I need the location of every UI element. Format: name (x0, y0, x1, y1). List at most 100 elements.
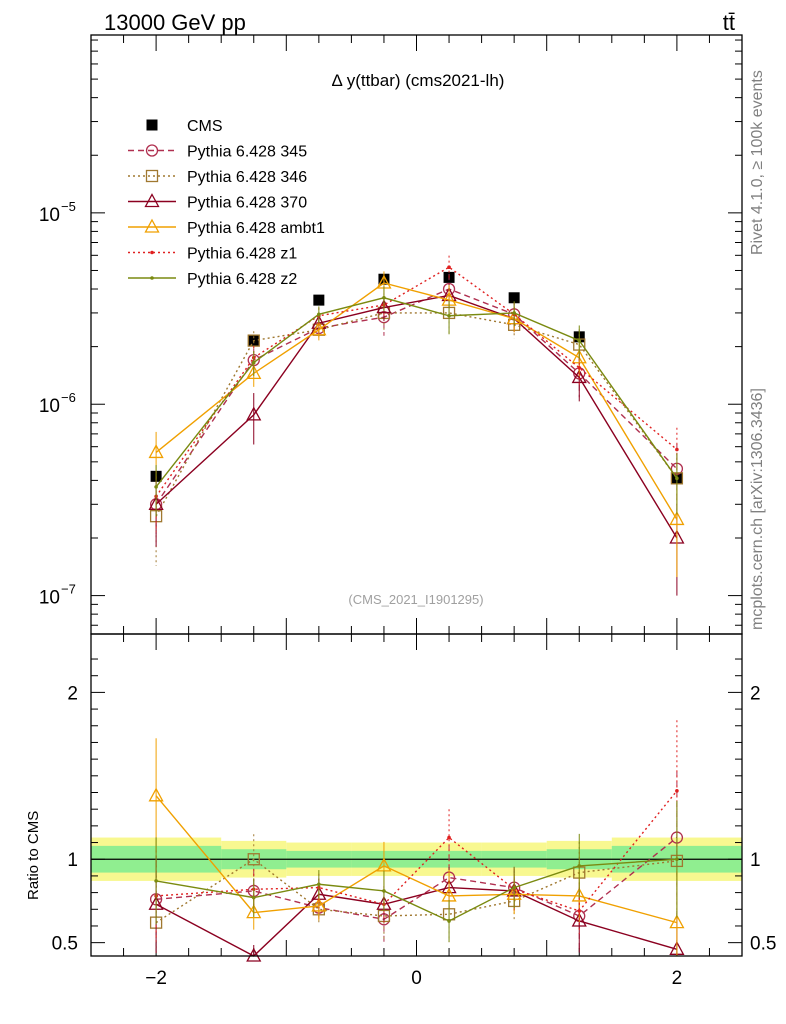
ratio-data-point (675, 789, 679, 793)
rivet-version-label: Rivet 4.1.0, ≥ 100k events (749, 70, 766, 255)
legend-label: Pythia 6.428 ambt1 (187, 220, 325, 237)
main-data-point (311, 321, 327, 336)
ratio-data-point (577, 909, 582, 913)
ratio-y-tick-label-left: 2 (67, 683, 78, 704)
ratio-y-tick-label-right: 0.5 (750, 934, 776, 955)
ratio-series-line (156, 790, 678, 912)
legend-entry: CMS (146, 118, 223, 135)
x-tick-label: −2 (145, 968, 167, 989)
legend-marker (144, 193, 160, 208)
main-plot-panel: 10−510−610−7 Δ y(ttbar) (cms2021-lh) (CM… (39, 34, 743, 635)
ratio-data-point (317, 882, 321, 887)
main-series-2 (149, 296, 684, 566)
main-data-point (376, 299, 392, 314)
legend-entry: Pythia 6.428 346 (128, 169, 307, 186)
main-data-point (317, 312, 321, 317)
main-data-point (447, 265, 451, 270)
legend-marker (145, 144, 159, 157)
ratio-series-5 (154, 800, 679, 942)
main-data-point (512, 311, 516, 315)
main-data-point (382, 295, 386, 300)
main-data-point (154, 485, 158, 489)
ratio-series-1 (149, 803, 684, 956)
main-data-point (313, 294, 325, 306)
mcplots-label: mcplots.cern.ch [arXiv:1306.3436] (749, 388, 766, 630)
ratio-series-line (155, 795, 678, 924)
ratio-data-point (675, 857, 679, 862)
ratio-y-axis-label: Ratio to CMS (25, 811, 42, 900)
ratio-series-line (155, 858, 677, 922)
ratio-data-point (246, 947, 262, 962)
main-y-tick-label: 10 (39, 396, 60, 417)
legend-marker (145, 169, 159, 183)
main-series-line (155, 297, 678, 488)
ratio-data-point (577, 864, 582, 868)
process-label: tt̄ (723, 10, 735, 35)
ratio-y-tick-label-left: 0.5 (52, 934, 78, 955)
analysis-watermark: (CMS_2021_I1901295) (348, 592, 483, 607)
main-series-line (155, 282, 678, 520)
x-tick-label: 2 (672, 968, 683, 989)
main-data-point (508, 292, 520, 304)
legend-entry: Pythia 6.428 z1 (128, 246, 297, 263)
main-y-tick-label-exponent: −6 (61, 390, 76, 405)
ratio-series-line (155, 886, 678, 957)
main-data-point (577, 338, 582, 343)
legend-marker (144, 218, 160, 233)
legend-label: Pythia 6.428 370 (187, 195, 307, 212)
main-y-tick-label: 10 (39, 588, 60, 609)
main-series-0 (150, 271, 683, 484)
main-series-line (155, 266, 678, 497)
plot-title: Δ y(ttbar) (cms2021-lh) (332, 71, 505, 90)
main-data-point (669, 511, 685, 526)
ratio-data-point (571, 887, 587, 902)
legend-marker (150, 276, 154, 280)
ratio-y-tick-label-right: 1 (750, 850, 761, 871)
ratio-data-point (571, 912, 587, 927)
main-series-line (155, 294, 678, 539)
ratio-series-line (155, 858, 677, 924)
ratio-data-point (148, 787, 164, 802)
main-series-line (155, 288, 678, 505)
legend-entry: Pythia 6.428 z2 (128, 271, 297, 288)
ratio-data-point (382, 889, 386, 893)
ratio-data-point (246, 904, 262, 919)
legend-marker (146, 119, 158, 131)
main-data-point (675, 476, 679, 481)
ratio-data-point (311, 897, 327, 912)
ratio-series-4 (154, 720, 679, 942)
main-y-tick-label-exponent: −7 (61, 582, 76, 597)
legend-label: Pythia 6.428 z2 (187, 271, 297, 288)
ratio-y-tick-label-right: 2 (750, 683, 761, 704)
legend-marker (150, 250, 154, 255)
main-data-point (571, 369, 587, 384)
ratio-data-point (247, 853, 260, 866)
main-data-point (246, 364, 262, 379)
legend-entry: Pythia 6.428 ambt1 (128, 218, 325, 237)
x-tick-label: 0 (411, 968, 422, 989)
legend-label: Pythia 6.428 345 (187, 144, 307, 161)
ratio-data-point (447, 919, 451, 923)
ratio-data-point (154, 879, 158, 883)
ratio-data-point (251, 895, 256, 900)
legend-label: Pythia 6.428 z1 (187, 246, 297, 263)
legend: CMS Pythia 6.428 345 Pythia 6.428 346 Pythi… (128, 118, 325, 288)
main-y-tick-label-exponent: −5 (61, 199, 76, 214)
ratio-data-point (512, 885, 516, 890)
main-data-point (447, 313, 451, 318)
main-series-6 (154, 286, 679, 517)
legend-entry: Pythia 6.428 345 (128, 144, 307, 161)
legend-entry: Pythia 6.428 370 (128, 193, 307, 212)
main-data-point (577, 366, 582, 370)
ratio-data-point (669, 914, 685, 929)
ratio-y-tick-label-left: 1 (67, 850, 78, 871)
main-y-tick-label: 10 (39, 205, 60, 226)
main-data-point (246, 406, 262, 421)
energy-label: 13000 GeV pp (104, 10, 246, 35)
legend-label: Pythia 6.428 346 (187, 169, 307, 186)
main-data-point (251, 360, 256, 365)
main-series-line (155, 312, 678, 517)
main-series-3 (148, 283, 685, 596)
legend-label: CMS (187, 118, 223, 135)
